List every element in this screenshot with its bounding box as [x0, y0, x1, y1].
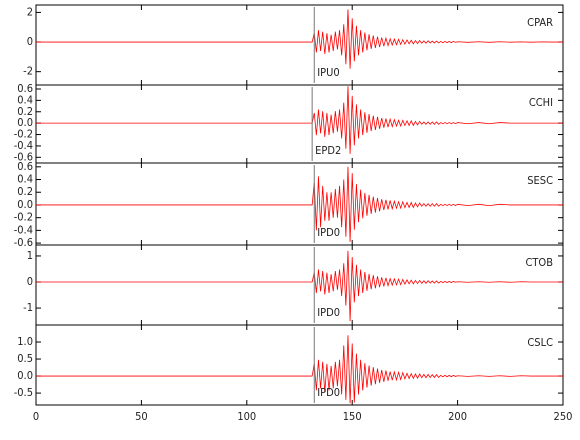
station-label: CPAR [527, 16, 553, 29]
station-label: SESC [527, 174, 553, 187]
x-tick-label: 200 [448, 410, 467, 423]
y-tick-label: 0.4 [17, 173, 33, 186]
y-tick-label: 0.4 [17, 93, 33, 106]
y-tick-label: -0.2 [14, 211, 33, 224]
y-tick-label: 2 [27, 5, 33, 18]
y-tick-label: 0.0 [17, 369, 33, 382]
panel-frame [35, 162, 564, 246]
waveform [36, 86, 563, 154]
waveform [36, 9, 563, 69]
phase-label: IPD0 [317, 226, 340, 239]
y-tick-label: 0.6 [17, 160, 33, 173]
y-tick-label: 1.0 [17, 335, 33, 348]
y-tick-label: -0.6 [14, 150, 33, 163]
phase-label: IPD0 [317, 306, 340, 319]
panel-frame [35, 84, 564, 164]
y-tick-label: 0 [27, 35, 33, 48]
y-tick-label: -2 [23, 65, 33, 78]
panel-frame [35, 244, 564, 326]
y-tick-label: 0.5 [17, 352, 33, 365]
x-tick-label: 100 [237, 410, 256, 423]
y-tick-label: 1 [27, 249, 33, 262]
y-tick-label: 0 [27, 275, 33, 288]
x-tick-label: 0 [33, 410, 39, 423]
y-tick-label: 0.0 [17, 198, 33, 211]
y-tick-label: 0.0 [17, 116, 33, 129]
station-label: CSLC [527, 336, 553, 349]
y-tick-label: 0.2 [17, 185, 33, 198]
y-tick-label: -0.4 [14, 223, 33, 236]
y-tick-label: 0.6 [17, 82, 33, 95]
panel-frame [35, 324, 564, 406]
phase-label: IPD0 [317, 386, 340, 399]
panel-frame [35, 4, 564, 86]
waveform [36, 250, 563, 322]
x-tick-label: 50 [135, 410, 148, 423]
x-tick-label: 250 [554, 410, 573, 423]
x-tick-label: 150 [343, 410, 362, 423]
phase-label: IPU0 [317, 66, 339, 79]
waveform [36, 166, 563, 242]
y-tick-label: -1 [23, 301, 33, 314]
y-tick-label: -0.2 [14, 128, 33, 141]
station-label: CCHI [529, 96, 553, 109]
station-label: CTOB [525, 256, 553, 269]
y-tick-label: -0.5 [14, 386, 33, 399]
y-tick-label: 0.2 [17, 105, 33, 118]
phase-label: EPD2 [315, 144, 341, 157]
waveform [36, 335, 563, 404]
y-tick-label: -0.4 [14, 139, 33, 152]
y-tick-label: -0.6 [14, 236, 33, 249]
